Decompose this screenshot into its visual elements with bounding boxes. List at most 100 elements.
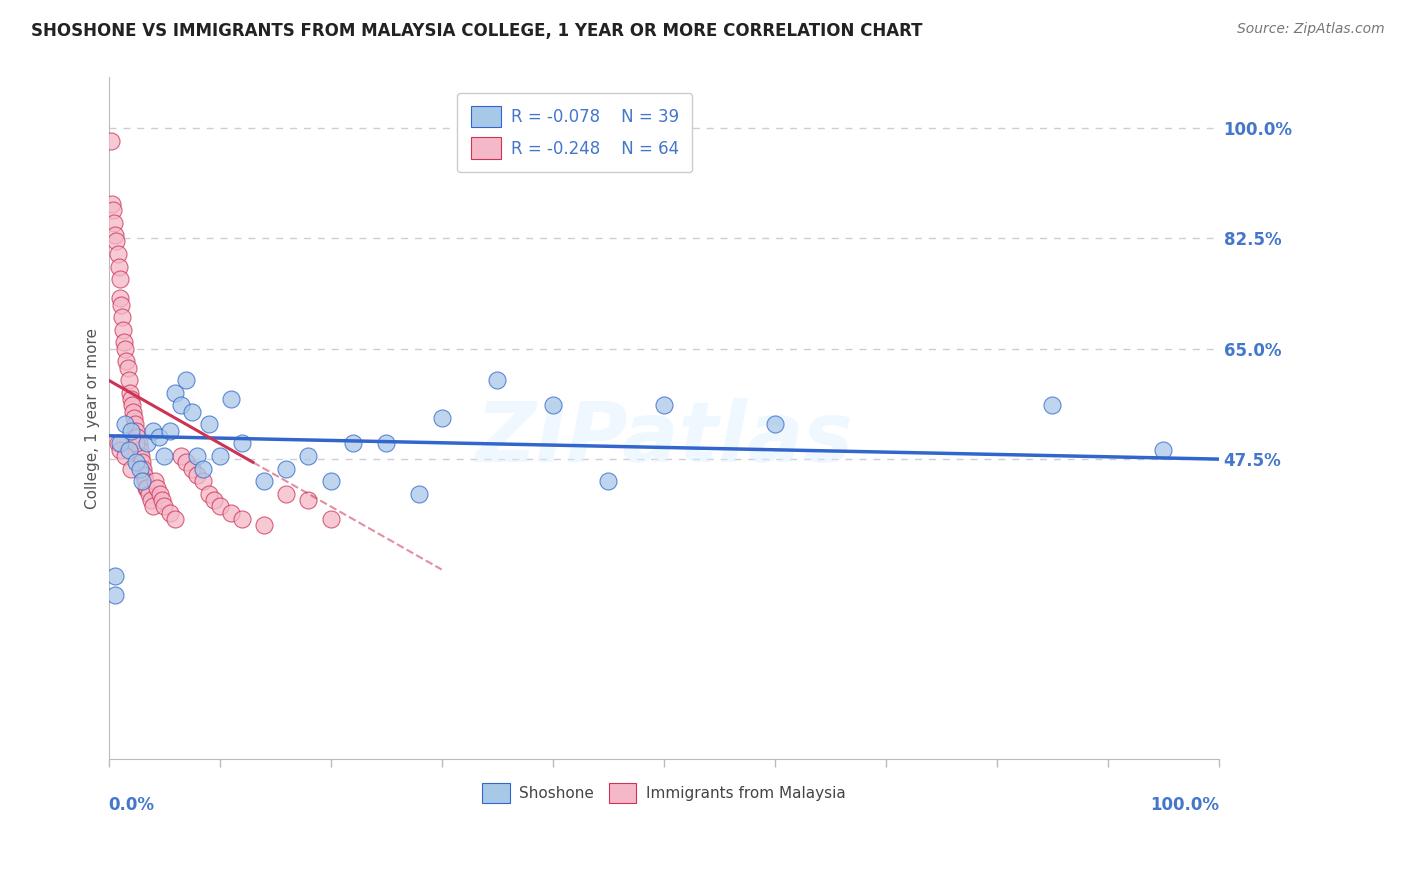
Point: [253, 474, 276, 488]
Point: [112, 323, 135, 337]
Point: [170, 449, 193, 463]
Point: [148, 430, 170, 444]
Point: [176, 455, 198, 469]
Point: [111, 310, 134, 325]
Point: [120, 461, 142, 475]
Point: [104, 228, 127, 243]
Point: [149, 487, 172, 501]
Point: [186, 467, 208, 482]
Text: 100.0%: 100.0%: [1150, 797, 1219, 814]
Point: [138, 487, 160, 501]
Point: [541, 399, 564, 413]
Point: [763, 417, 786, 432]
Point: [128, 461, 150, 475]
Point: [108, 272, 131, 286]
Point: [276, 461, 298, 475]
Point: [486, 373, 509, 387]
Point: [114, 342, 136, 356]
Point: [114, 417, 136, 432]
Point: [120, 392, 142, 407]
Point: [128, 436, 150, 450]
Point: [276, 487, 298, 501]
Y-axis label: College, 1 year or more: College, 1 year or more: [86, 327, 100, 508]
Point: [121, 399, 143, 413]
Point: [375, 436, 398, 450]
Point: [219, 392, 242, 407]
Point: [129, 449, 152, 463]
Point: [153, 449, 176, 463]
Point: [108, 436, 131, 450]
Point: [112, 335, 135, 350]
Point: [191, 461, 214, 475]
Point: [143, 474, 166, 488]
Point: [342, 436, 364, 450]
Point: [180, 405, 202, 419]
Point: [122, 411, 145, 425]
Point: [408, 487, 430, 501]
Point: [128, 442, 150, 457]
Point: [159, 506, 181, 520]
Point: [197, 417, 219, 432]
Point: [197, 487, 219, 501]
Text: 0.0%: 0.0%: [108, 797, 155, 814]
Point: [107, 260, 129, 274]
Point: [142, 500, 165, 514]
Text: ZIPatlas: ZIPatlas: [475, 398, 852, 479]
Point: [176, 373, 198, 387]
Point: [105, 235, 128, 249]
Point: [142, 424, 165, 438]
Point: [104, 569, 127, 583]
Point: [139, 493, 162, 508]
Point: [191, 474, 214, 488]
Point: [122, 405, 145, 419]
Point: [319, 512, 342, 526]
Point: [136, 436, 159, 450]
Point: [118, 385, 141, 400]
Point: [114, 449, 136, 463]
Point: [107, 247, 129, 261]
Point: [125, 455, 148, 469]
Point: [253, 518, 276, 533]
Legend: Shoshone, Immigrants from Malaysia: Shoshone, Immigrants from Malaysia: [477, 777, 852, 809]
Point: [101, 202, 124, 217]
Point: [135, 481, 157, 495]
Point: [430, 411, 453, 425]
Point: [117, 442, 139, 457]
Point: [153, 500, 176, 514]
Point: [231, 512, 253, 526]
Point: [134, 467, 156, 482]
Point: [136, 481, 159, 495]
Point: [297, 449, 319, 463]
Point: [125, 424, 148, 438]
Point: [165, 512, 187, 526]
Point: [117, 360, 139, 375]
Point: [115, 354, 138, 368]
Point: [110, 297, 132, 311]
Point: [134, 474, 156, 488]
Point: [117, 373, 139, 387]
Point: [170, 399, 193, 413]
Point: [1040, 399, 1063, 413]
Point: [120, 424, 142, 438]
Point: [208, 500, 231, 514]
Point: [180, 461, 202, 475]
Point: [202, 493, 225, 508]
Point: [124, 417, 146, 432]
Point: [125, 436, 148, 450]
Point: [132, 461, 155, 475]
Point: [165, 385, 187, 400]
Point: [159, 424, 181, 438]
Point: [297, 493, 319, 508]
Point: [108, 291, 131, 305]
Point: [127, 430, 149, 444]
Point: [186, 449, 208, 463]
Point: [103, 215, 125, 229]
Point: [107, 436, 129, 450]
Point: [652, 399, 675, 413]
Point: [231, 436, 253, 450]
Point: [319, 474, 342, 488]
Point: [219, 506, 242, 520]
Text: Source: ZipAtlas.com: Source: ZipAtlas.com: [1237, 22, 1385, 37]
Point: [108, 442, 131, 457]
Point: [150, 493, 173, 508]
